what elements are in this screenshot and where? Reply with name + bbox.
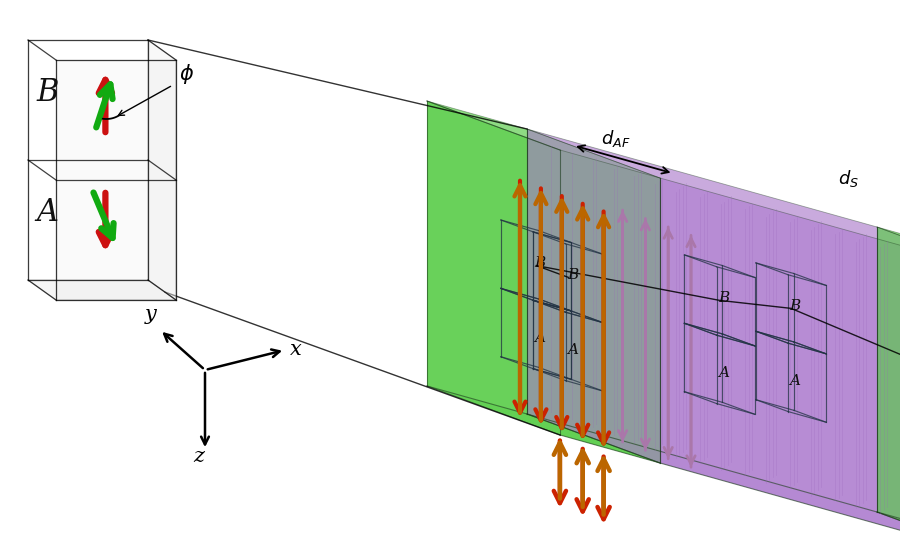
Polygon shape (56, 60, 176, 300)
Polygon shape (560, 150, 660, 463)
Polygon shape (427, 101, 560, 435)
Text: B: B (535, 256, 545, 270)
Polygon shape (28, 280, 176, 300)
Polygon shape (877, 227, 900, 545)
Polygon shape (527, 414, 660, 463)
Text: x: x (290, 340, 302, 359)
Polygon shape (877, 227, 900, 540)
Text: B: B (718, 290, 729, 305)
Polygon shape (427, 101, 527, 414)
Text: A: A (718, 366, 729, 380)
Polygon shape (28, 40, 148, 280)
Text: y: y (145, 305, 157, 324)
Text: z: z (193, 447, 204, 466)
Polygon shape (877, 512, 900, 545)
Polygon shape (527, 414, 900, 545)
Text: B: B (789, 299, 801, 313)
Text: A: A (36, 197, 58, 228)
Polygon shape (427, 101, 900, 304)
Polygon shape (527, 129, 877, 512)
Text: B: B (567, 268, 578, 282)
Text: A: A (535, 331, 545, 345)
Text: $d_{AF}$: $d_{AF}$ (600, 129, 630, 149)
Text: A: A (567, 343, 578, 357)
Text: A: A (789, 374, 800, 388)
Text: B: B (36, 77, 58, 108)
Polygon shape (427, 386, 660, 463)
Polygon shape (527, 129, 660, 463)
Text: $d_S$: $d_S$ (838, 168, 859, 189)
Polygon shape (148, 40, 176, 300)
Polygon shape (660, 178, 900, 545)
Text: $\phi$: $\phi$ (179, 62, 194, 86)
